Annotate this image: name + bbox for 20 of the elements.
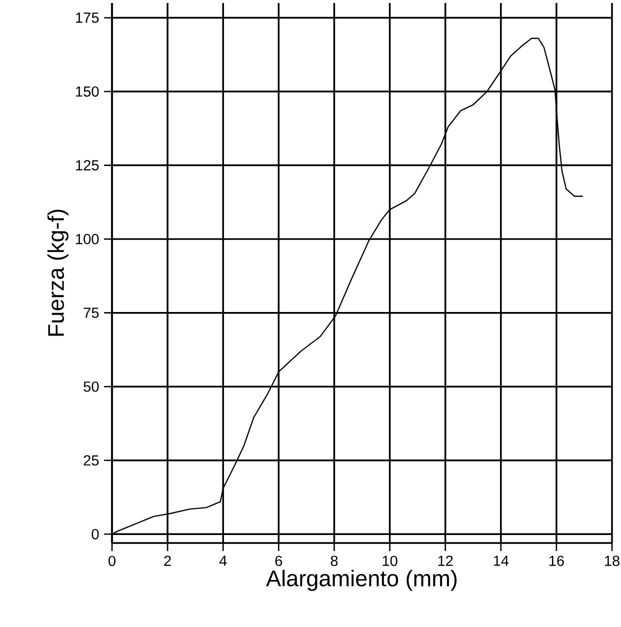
- x-tick-label: 12: [438, 556, 453, 566]
- x-tick-label: 16: [549, 556, 564, 566]
- x-tick-label: 4: [219, 556, 227, 566]
- y-tick-label: 100: [76, 234, 99, 244]
- y-tick-label: 175: [76, 12, 99, 23]
- y-tick-label: 0: [92, 528, 99, 540]
- x-tick-label: 2: [164, 556, 171, 566]
- x-tick-label: 6: [275, 556, 282, 566]
- y-tick-label: 25: [84, 455, 99, 466]
- y-tick-label: 125: [76, 160, 99, 170]
- y-tick-label: 50: [84, 381, 99, 392]
- x-tick-label: 8: [330, 556, 338, 566]
- x-tick-label: 10: [382, 556, 398, 566]
- y-axis-title: Fuerza (kg-f): [47, 210, 68, 336]
- x-tick-label: 0: [108, 556, 116, 566]
- x-axis-title: Alargamiento (mm): [266, 570, 457, 591]
- y-tick-label: 75: [84, 308, 99, 318]
- x-tick-label: 14: [494, 556, 509, 566]
- x-tick-label: 18: [604, 556, 620, 566]
- y-tick-label: 150: [76, 86, 99, 97]
